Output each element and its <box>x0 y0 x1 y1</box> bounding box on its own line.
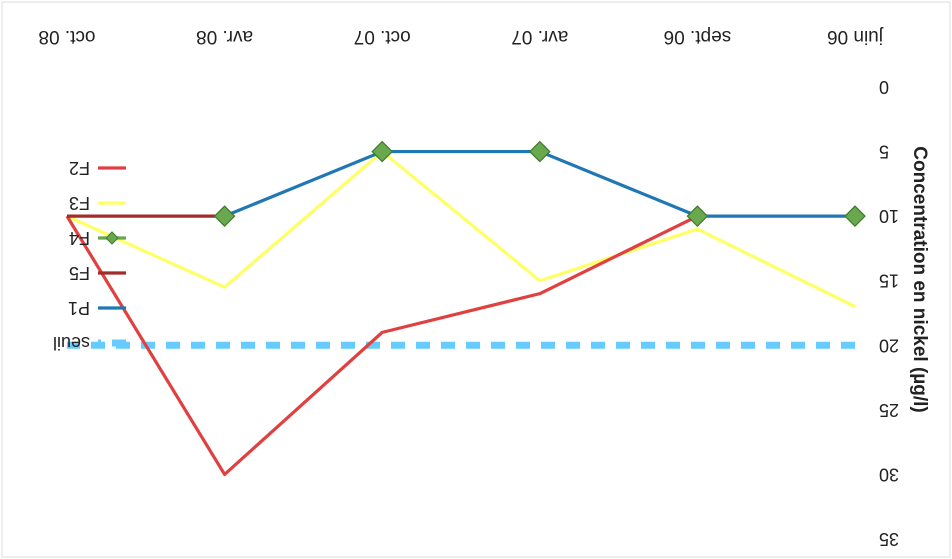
y-tick-label: 20 <box>879 335 899 355</box>
legend-item-f3: F3 <box>69 193 126 213</box>
legend: seuil P1 F5 F4 F3 F2 <box>53 158 126 353</box>
y-tick-label: 15 <box>879 271 899 291</box>
legend-label: P1 <box>68 298 90 318</box>
x-tick-label: juin 06 <box>827 26 884 47</box>
y-tick-label: 0 <box>879 77 889 97</box>
legend-label: seuil <box>53 333 90 353</box>
series-f4 <box>213 140 866 227</box>
series-f3 <box>66 149 856 308</box>
legend-item-f4: F4 <box>69 228 126 248</box>
x-tick-label: avr. 08 <box>196 26 253 47</box>
x-tick-label: sept. 06 <box>664 26 732 47</box>
y-tick-label: 25 <box>879 400 899 420</box>
legend-label: F2 <box>69 158 90 178</box>
legend-item-p1: P1 <box>68 298 126 318</box>
series-line-f2 <box>65 214 699 477</box>
y-tick-label: 30 <box>879 464 899 484</box>
legend-label: F4 <box>69 228 90 248</box>
series-line-f3 <box>66 149 856 308</box>
x-tick-label: avr. 07 <box>511 26 568 47</box>
y-tick-label: 5 <box>879 142 889 162</box>
x-axis-ticks: juin 06 sept. 06 avr. 07 oct. 07 avr. 08 oct.… <box>38 26 884 47</box>
series-point-f4 <box>371 140 394 163</box>
series-point-f4 <box>686 205 709 227</box>
series-point-f4 <box>528 140 551 163</box>
y-axis-ticks: 0 5 10 15 20 25 30 35 <box>879 77 899 549</box>
series-point-f4 <box>844 205 866 227</box>
y-tick-label: 10 <box>879 206 899 226</box>
legend-marker <box>105 231 119 245</box>
series-layer <box>65 140 866 477</box>
x-tick-label: oct. 08 <box>38 26 95 47</box>
legend-label: F5 <box>69 263 90 283</box>
y-tick-label: 35 <box>879 529 899 549</box>
series-f2 <box>65 214 699 477</box>
legend-label: F3 <box>69 193 90 213</box>
x-tick-label: oct. 07 <box>354 26 411 47</box>
series-point-f4 <box>213 205 236 227</box>
y-axis-label: Concentration en nickel (µg/l) <box>909 146 930 412</box>
legend-item-f5: F5 <box>69 263 126 283</box>
legend-item-f2: F2 <box>69 158 126 178</box>
legend-item-seuil: seuil <box>53 333 126 353</box>
